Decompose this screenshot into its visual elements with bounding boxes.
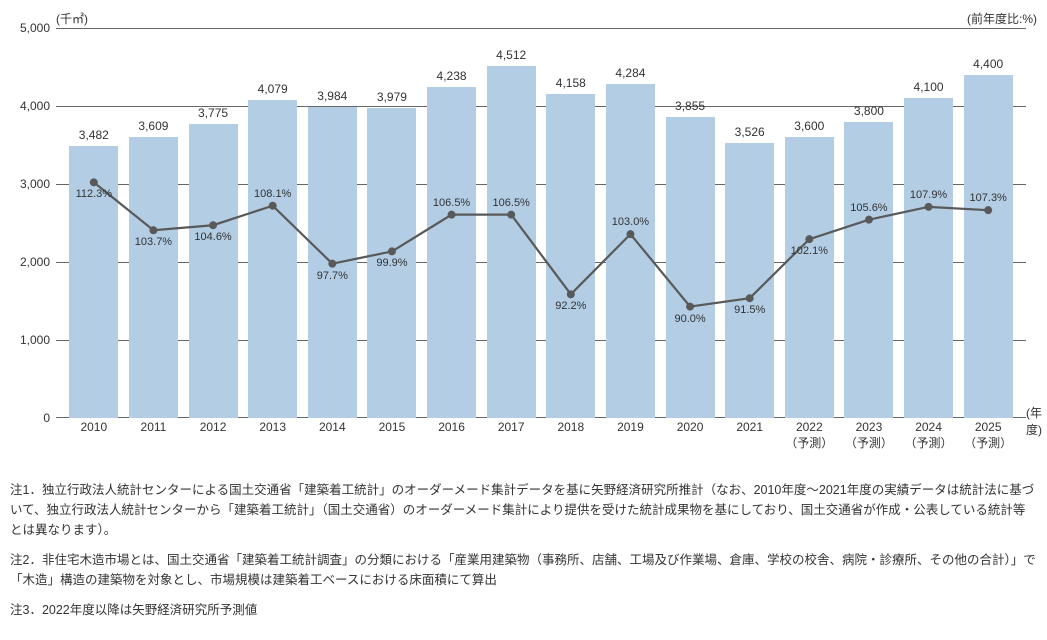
pct-label: 104.6%	[194, 231, 231, 243]
x-axis: 2010 2011 2012 2013 2014 2015 2016 2017 2018 2019…	[56, 420, 1026, 451]
plot-area: 01,0002,0003,0004,0005,000 3,4823,6093,7…	[56, 28, 1026, 418]
pct-label: 103.0%	[612, 216, 649, 228]
y-tick: 4,000	[10, 99, 50, 113]
pct-label: 108.1%	[254, 188, 291, 200]
y-axis-unit: (千㎡)	[56, 10, 88, 27]
x-tick: 2021	[720, 420, 780, 451]
pct-labels-layer: 112.3% 103.7% 104.6% 108.1% 97.7% 99.9% 106.5%…	[56, 28, 1026, 418]
x-tick-year: 2016	[438, 420, 465, 434]
pct-label: 106.5%	[493, 197, 530, 209]
x-tick: 2013	[243, 420, 303, 451]
x-tick-forecast: （予測）	[964, 434, 1012, 451]
x-axis-unit: (年度)	[1026, 404, 1042, 438]
x-tick: 2023（予測）	[839, 420, 899, 451]
pct-label: 103.7%	[135, 236, 172, 248]
pct-label: 92.2%	[555, 300, 586, 312]
x-tick: 2020	[660, 420, 720, 451]
x-tick: 2018	[541, 420, 601, 451]
x-tick-year: 2012	[200, 420, 227, 434]
chart-container: (千㎡) (前年度比:%) 01,0002,0003,0004,0005,000…	[10, 10, 1037, 470]
x-tick-year: 2025	[975, 420, 1002, 434]
y-tick: 2,000	[10, 255, 50, 269]
pct-label: 107.9%	[910, 189, 947, 201]
note-3: 注3．2022年度以降は矢野経済研究所予測値	[10, 600, 1037, 620]
x-tick-year: 2010	[80, 420, 107, 434]
pct-label: 106.5%	[433, 197, 470, 209]
x-tick-forecast: （予測）	[845, 434, 893, 451]
pct-label: 91.5%	[734, 304, 765, 316]
pct-label: 107.3%	[970, 192, 1007, 204]
note-1: 注1．独立行政法人統計センターによる国土交通省「建築着工統計」のオーダーメード集…	[10, 480, 1037, 540]
x-tick-year: 2017	[498, 420, 525, 434]
x-tick-year: 2023	[856, 420, 883, 434]
x-tick: 2011	[124, 420, 184, 451]
x-tick: 2010	[64, 420, 124, 451]
x-tick: 2015	[362, 420, 422, 451]
x-tick-year: 2024	[915, 420, 942, 434]
y-tick: 1,000	[10, 333, 50, 347]
x-tick-year: 2020	[677, 420, 704, 434]
x-tick: 2012	[183, 420, 243, 451]
x-tick-year: 2019	[617, 420, 644, 434]
x-tick-year: 2011	[141, 420, 167, 434]
x-tick-year: 2022	[796, 420, 823, 434]
x-tick: 2014	[303, 420, 363, 451]
y-tick: 5,000	[10, 21, 50, 35]
pct-label: 102.1%	[791, 245, 828, 257]
x-tick-year: 2021	[736, 420, 763, 434]
x-tick: 2024（予測）	[899, 420, 959, 451]
pct-label: 97.7%	[317, 270, 348, 282]
y-tick: 0	[10, 411, 50, 425]
x-tick-forecast: （予測）	[785, 434, 833, 451]
y-tick: 3,000	[10, 177, 50, 191]
pct-label: 99.9%	[376, 257, 407, 269]
x-tick-year: 2018	[557, 420, 584, 434]
x-tick-year: 2013	[259, 420, 286, 434]
x-tick-year: 2015	[379, 420, 406, 434]
x-tick-year: 2014	[319, 420, 346, 434]
note-2: 注2．非住宅木造市場とは、国土交通省「建築着工統計調査」の分類における「産業用建…	[10, 550, 1037, 590]
x-tick-forecast: （予測）	[905, 434, 953, 451]
x-tick: 2022（予測）	[780, 420, 840, 451]
pct-label: 105.6%	[850, 202, 887, 214]
footnotes: 注1．独立行政法人統計センターによる国土交通省「建築着工統計」のオーダーメード集…	[10, 480, 1037, 620]
pct-label: 112.3%	[76, 188, 113, 200]
right-axis-unit: (前年度比:%)	[967, 10, 1037, 27]
x-tick: 2017	[481, 420, 541, 451]
x-tick: 2019	[601, 420, 661, 451]
x-tick: 2016	[422, 420, 482, 451]
pct-label: 90.0%	[674, 313, 705, 325]
x-tick: 2025（予測）	[958, 420, 1018, 451]
